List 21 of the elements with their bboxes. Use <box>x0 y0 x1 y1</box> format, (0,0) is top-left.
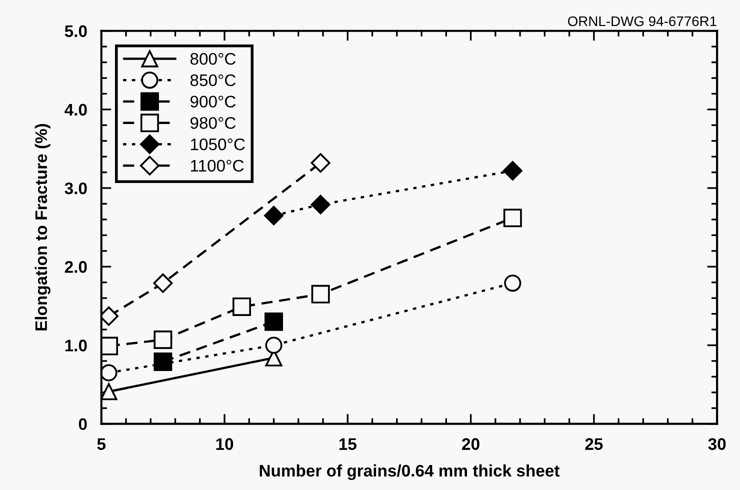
y-tick-label: 5.0 <box>64 25 87 38</box>
legend-label: 980°C <box>190 117 236 129</box>
legend-label: 1050°C <box>190 138 245 150</box>
legend-label: 800°C <box>190 52 236 65</box>
text: ORNL-DWG 94-6776R1 <box>568 16 716 26</box>
y-tick-label: 1.0 <box>65 340 87 352</box>
x-tick-label: 5 <box>97 438 106 450</box>
x-tick-label: 15 <box>339 438 356 450</box>
legend-label: 1100°C <box>190 160 244 172</box>
y-tick-label: 0 <box>78 418 87 430</box>
legend-label: 900°C <box>190 96 236 108</box>
x-axis-title: Number of grains/0.64 mm thick sheet <box>260 464 560 480</box>
y-tick-label: 3.0 <box>64 182 87 194</box>
x-tick-label: 30 <box>708 438 726 450</box>
x-tick-label: 20 <box>462 438 480 450</box>
legend-label: 850°C <box>190 74 236 86</box>
x-tick-label: 10 <box>216 438 234 450</box>
y-tick-label: 2.0 <box>64 261 87 273</box>
y-axis-title: Elongation to Fracture (%) <box>34 124 50 330</box>
y-tick-label: 4.0 <box>64 104 87 116</box>
x-tick-label: 25 <box>585 438 603 450</box>
